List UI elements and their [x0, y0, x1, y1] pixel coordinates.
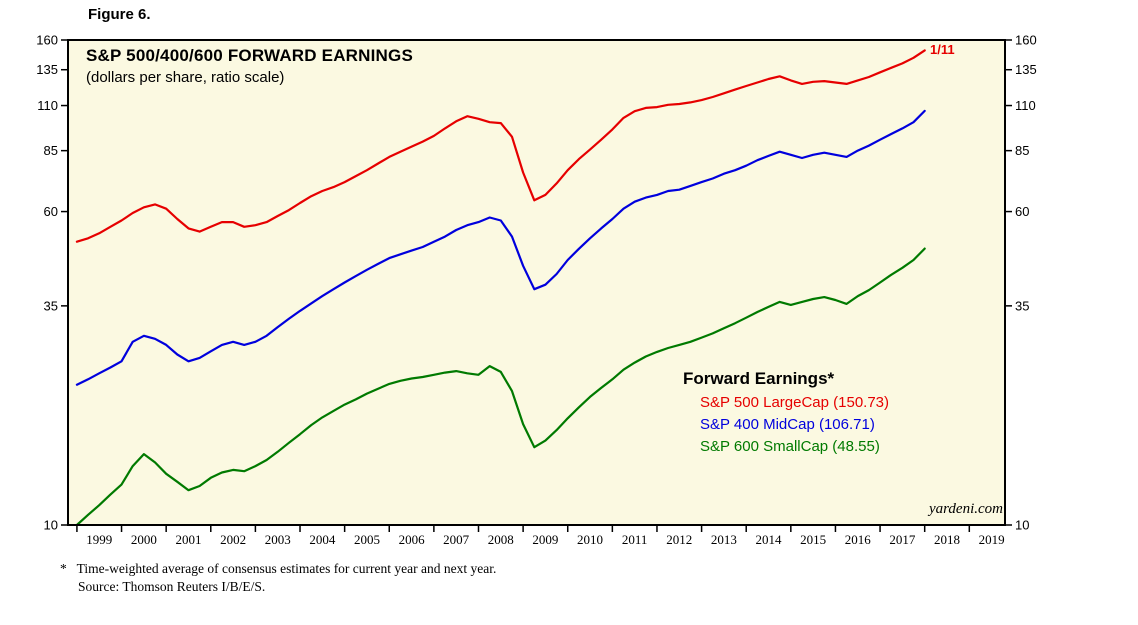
- x-axis-label: 2018: [934, 532, 960, 547]
- x-axis-label: 2019: [979, 532, 1005, 547]
- x-axis-label: 2015: [800, 532, 826, 547]
- footnote-line1: * Time-weighted average of consensus est…: [60, 561, 497, 576]
- x-axis-label: 2017: [889, 532, 916, 547]
- legend-item-sp500: S&P 500 LargeCap (150.73): [700, 394, 890, 411]
- x-axis-label: 1999: [86, 532, 112, 547]
- y-axis-label-right: 110: [1015, 98, 1036, 113]
- x-axis-label: 2016: [845, 532, 872, 547]
- y-axis-label-left: 135: [36, 62, 58, 77]
- x-axis-label: 2006: [399, 532, 426, 547]
- x-axis-label: 2012: [666, 532, 692, 547]
- y-axis-label-right: 10: [1015, 518, 1029, 533]
- y-axis-label-left: 160: [36, 33, 58, 48]
- x-axis-label: 2013: [711, 532, 737, 547]
- y-axis-label-right: 85: [1015, 143, 1029, 158]
- latest-date-annotation: 1/11: [930, 42, 955, 57]
- y-axis-label-left: 10: [44, 518, 58, 533]
- x-axis-label: 2007: [443, 532, 470, 547]
- y-axis-label-left: 110: [37, 98, 58, 113]
- y-axis-label-left: 35: [44, 298, 58, 313]
- x-axis-label: 2003: [265, 532, 291, 547]
- x-axis-label: 2002: [220, 532, 246, 547]
- x-axis-label: 2001: [175, 532, 201, 547]
- y-axis-label-right: 135: [1015, 62, 1037, 77]
- plot-border: [67, 39, 1006, 526]
- chart-title: S&P 500/400/600 FORWARD EARNINGS: [86, 46, 414, 65]
- x-axis-label: 2008: [488, 532, 514, 547]
- footnote-source: Source: Thomson Reuters I/B/E/S.: [78, 579, 266, 594]
- x-axis-label: 2009: [532, 532, 558, 547]
- legend-title: Forward Earnings*: [683, 369, 835, 388]
- watermark: yardeni.com: [928, 501, 1003, 517]
- series-line-1: [75, 109, 926, 386]
- x-axis-label: 2000: [131, 532, 157, 547]
- x-axis-label: 2005: [354, 532, 380, 547]
- y-axis-label-left: 60: [44, 204, 58, 219]
- legend-item-sp600: S&P 600 SmallCap (48.55): [700, 438, 880, 455]
- y-axis-label-left: 85: [44, 143, 58, 158]
- plot-area: [68, 40, 1005, 525]
- chart-subtitle: (dollars per share, ratio scale): [86, 69, 285, 86]
- series-line-0: [75, 49, 926, 243]
- footnote: * Time-weighted average of consensus est…: [60, 561, 496, 595]
- y-axis-label-right: 35: [1015, 298, 1029, 313]
- legend: Forward Earnings* S&P 500 LargeCap (150.…: [683, 369, 889, 455]
- x-axis-label: 2014: [756, 532, 783, 547]
- y-axis-label-right: 160: [1015, 33, 1037, 48]
- series-line-2: [75, 247, 926, 527]
- y-axis-label-right: 60: [1015, 204, 1029, 219]
- figure-label: Figure 6.: [88, 6, 151, 23]
- x-axis-label: 2004: [309, 532, 336, 547]
- legend-item-sp400: S&P 400 MidCap (106.71): [700, 416, 875, 433]
- x-axis-label: 2011: [622, 532, 648, 547]
- x-axis-label: 2010: [577, 532, 603, 547]
